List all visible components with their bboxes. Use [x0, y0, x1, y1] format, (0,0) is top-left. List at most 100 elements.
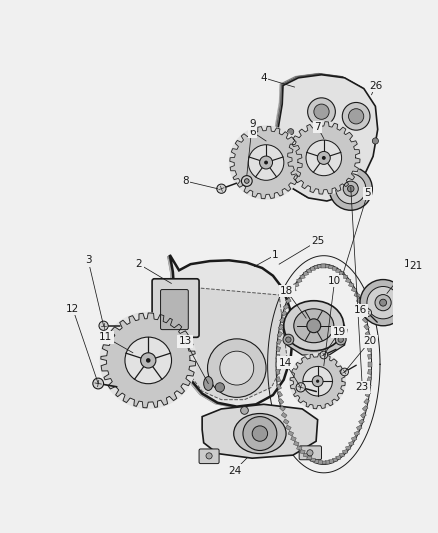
- Polygon shape: [276, 377, 281, 382]
- Polygon shape: [360, 311, 366, 316]
- Polygon shape: [365, 332, 371, 337]
- Polygon shape: [277, 332, 283, 337]
- Polygon shape: [303, 453, 308, 457]
- Polygon shape: [357, 425, 362, 430]
- Circle shape: [338, 337, 343, 342]
- Circle shape: [307, 450, 313, 456]
- Polygon shape: [364, 324, 369, 330]
- Polygon shape: [307, 456, 312, 460]
- Polygon shape: [343, 449, 348, 454]
- Polygon shape: [276, 384, 282, 390]
- Circle shape: [146, 358, 151, 362]
- Polygon shape: [349, 282, 354, 287]
- Polygon shape: [279, 406, 285, 411]
- Polygon shape: [314, 265, 319, 269]
- Circle shape: [367, 287, 399, 319]
- Text: 24: 24: [228, 465, 241, 475]
- FancyBboxPatch shape: [161, 289, 188, 329]
- Polygon shape: [300, 449, 305, 454]
- Polygon shape: [328, 459, 334, 463]
- Circle shape: [296, 383, 305, 392]
- Circle shape: [244, 179, 249, 183]
- Polygon shape: [300, 274, 305, 279]
- Polygon shape: [343, 274, 348, 279]
- Text: 1: 1: [272, 250, 279, 260]
- Circle shape: [286, 120, 361, 195]
- Circle shape: [380, 299, 387, 306]
- Circle shape: [318, 151, 330, 164]
- Circle shape: [307, 319, 321, 333]
- Circle shape: [93, 378, 103, 389]
- Text: 25: 25: [311, 236, 324, 246]
- Polygon shape: [278, 324, 284, 330]
- Circle shape: [372, 138, 378, 144]
- Text: 17: 17: [403, 259, 417, 269]
- Circle shape: [364, 309, 371, 317]
- Circle shape: [141, 353, 156, 368]
- Polygon shape: [279, 317, 285, 323]
- Polygon shape: [367, 354, 372, 359]
- Polygon shape: [368, 362, 371, 367]
- Circle shape: [303, 366, 332, 396]
- Polygon shape: [185, 287, 287, 400]
- Polygon shape: [359, 304, 364, 310]
- Polygon shape: [283, 320, 347, 355]
- Polygon shape: [173, 280, 193, 329]
- Polygon shape: [276, 354, 280, 359]
- Polygon shape: [283, 304, 289, 310]
- Circle shape: [341, 368, 349, 376]
- Circle shape: [312, 376, 323, 386]
- Polygon shape: [311, 458, 315, 462]
- Circle shape: [342, 102, 370, 130]
- Polygon shape: [336, 269, 341, 273]
- Polygon shape: [360, 413, 366, 418]
- Text: 6: 6: [249, 127, 255, 137]
- Polygon shape: [307, 269, 312, 273]
- Circle shape: [248, 145, 284, 180]
- Text: 9: 9: [249, 119, 255, 129]
- Circle shape: [220, 351, 254, 385]
- Polygon shape: [276, 339, 282, 344]
- Polygon shape: [281, 413, 287, 418]
- Text: 12: 12: [66, 304, 79, 314]
- Ellipse shape: [234, 414, 286, 454]
- Circle shape: [243, 417, 277, 450]
- Polygon shape: [277, 391, 283, 397]
- Circle shape: [343, 181, 358, 196]
- Text: 14: 14: [279, 358, 292, 368]
- Polygon shape: [354, 431, 360, 436]
- Circle shape: [316, 379, 319, 383]
- Circle shape: [347, 185, 354, 192]
- Circle shape: [336, 174, 366, 204]
- Polygon shape: [303, 271, 308, 276]
- Polygon shape: [359, 419, 364, 424]
- Polygon shape: [366, 384, 371, 390]
- Circle shape: [241, 175, 252, 187]
- Polygon shape: [288, 431, 293, 436]
- Circle shape: [217, 184, 226, 193]
- Circle shape: [360, 280, 406, 326]
- Polygon shape: [278, 399, 284, 405]
- Polygon shape: [362, 317, 368, 323]
- Text: 19: 19: [332, 327, 346, 337]
- Circle shape: [99, 321, 108, 330]
- Circle shape: [206, 453, 212, 459]
- Circle shape: [215, 383, 224, 392]
- Circle shape: [307, 98, 336, 126]
- Polygon shape: [325, 264, 330, 268]
- Polygon shape: [202, 405, 318, 458]
- Polygon shape: [286, 298, 291, 303]
- Polygon shape: [362, 406, 368, 411]
- Polygon shape: [346, 446, 351, 450]
- Polygon shape: [367, 377, 372, 382]
- Text: 21: 21: [410, 261, 423, 271]
- Polygon shape: [283, 419, 289, 424]
- Polygon shape: [328, 265, 334, 269]
- Polygon shape: [291, 437, 296, 441]
- Text: 26: 26: [369, 80, 382, 91]
- Circle shape: [125, 337, 172, 384]
- Polygon shape: [314, 459, 319, 463]
- Circle shape: [314, 104, 329, 119]
- Circle shape: [264, 160, 268, 165]
- Text: 4: 4: [261, 73, 267, 83]
